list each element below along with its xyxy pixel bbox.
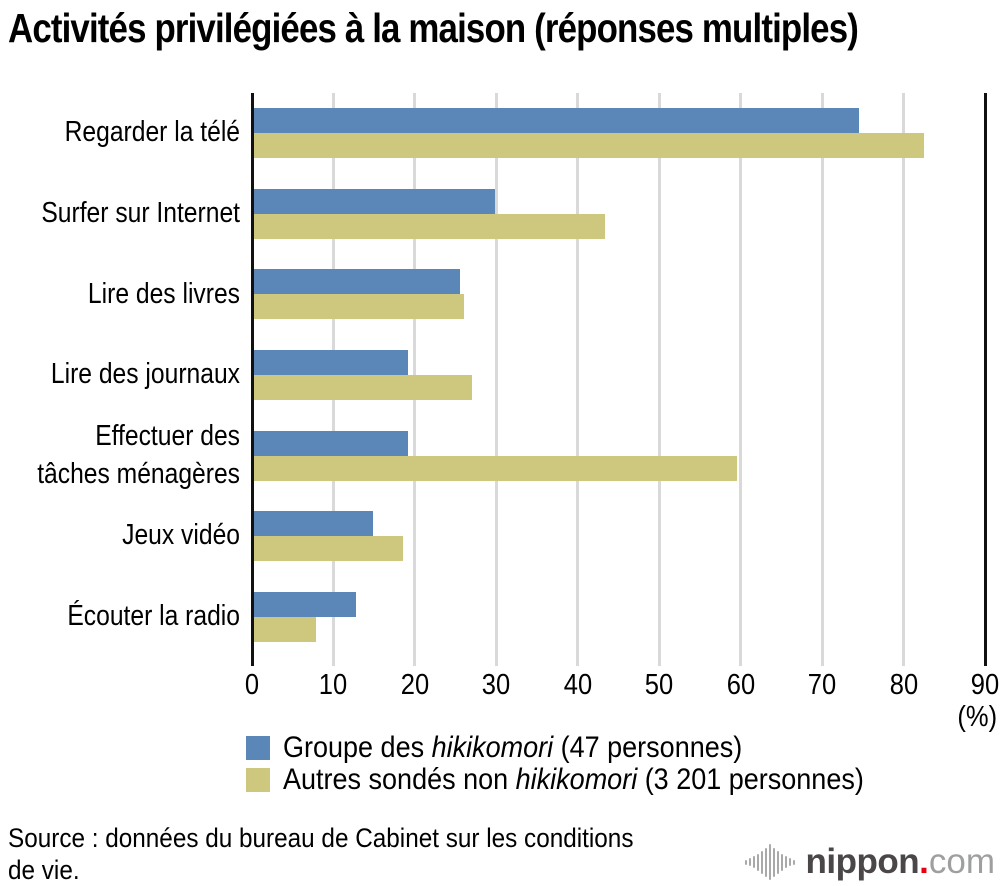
- gridline: [494, 93, 498, 657]
- x-axis-tick-marks: [250, 657, 987, 667]
- logo-wordmark: nippon.com: [806, 842, 995, 882]
- bar-hikikomori: [252, 511, 374, 537]
- tick-mark: [331, 657, 335, 666]
- x-tick-label: 80: [889, 669, 918, 701]
- source-line: de vie.: [8, 855, 80, 886]
- category-label-line: Surfer sur Internet: [41, 197, 240, 229]
- tick-mark: [576, 657, 580, 666]
- bar-hikikomori: [252, 269, 460, 295]
- category-label: Surfer sur Internet: [36, 174, 240, 255]
- source-line: Source : données du bureau de Cabinet su…: [8, 823, 634, 853]
- bar-hikikomori: [252, 108, 859, 134]
- gridline: [657, 93, 661, 657]
- y-axis-category-labels: Regarder la télé Surfer sur Internet Lire …: [0, 93, 240, 657]
- bar-autres: [252, 616, 317, 642]
- tick-mark: [983, 657, 987, 666]
- source-note: Source : données du bureau de Cabinet su…: [8, 822, 633, 886]
- x-axis-tick-labels: 0 10 20 30 40 50 60 70 80 90: [245, 669, 999, 701]
- legend: Groupe des hikikomori (47 personnes) Aut…: [246, 731, 928, 797]
- legend-item-hikikomori: Groupe des hikikomori (47 personnes): [246, 731, 928, 765]
- logo-text-com: com: [928, 842, 995, 881]
- logo-dot: .: [919, 842, 929, 881]
- gridline: [820, 93, 824, 657]
- x-tick-label: 30: [482, 669, 511, 701]
- category-label: Jeux vidéo: [36, 496, 240, 577]
- legend-label-autres: Autres sondés non hikikomori (3 201 pers…: [283, 763, 864, 797]
- plot-area: [250, 93, 987, 657]
- tick-mark: [820, 657, 824, 666]
- category-label: Effectuer des tâches ménagères: [36, 415, 240, 496]
- logo-text-nippon: nippon: [805, 842, 920, 881]
- chart-title: Activités privilégiées à la maison (répo…: [8, 5, 859, 51]
- tick-mark: [250, 657, 254, 666]
- bar-hikikomori: [252, 350, 408, 375]
- legend-text-part: (47 personnes): [553, 731, 743, 764]
- x-axis-unit-label: (%): [957, 701, 997, 733]
- bar-autres: [252, 213, 606, 239]
- legend-swatch-hikikomori: [246, 736, 270, 760]
- x-tick-label: 0: [244, 669, 260, 701]
- category-label-line: Lire des journaux: [50, 358, 241, 391]
- gridline: [902, 93, 906, 657]
- category-label-line: Écouter la radio: [67, 599, 240, 632]
- x-tick-label: 20: [400, 669, 430, 701]
- tick-mark: [657, 657, 661, 666]
- category-label-line: Regarder la télé: [64, 116, 240, 149]
- bar-hikikomori: [252, 188, 495, 214]
- tick-mark: [413, 657, 417, 666]
- gridline: [739, 93, 743, 657]
- category-label: Lire des journaux: [36, 335, 240, 416]
- bar-hikikomori: [252, 430, 408, 456]
- category-label: Lire des livres: [36, 254, 240, 335]
- axis-line: [983, 93, 987, 657]
- category-label-line: Effectuer des: [95, 419, 240, 452]
- x-tick-label: 40: [563, 669, 592, 701]
- soundwave-icon: [744, 844, 797, 880]
- legend-text-part: (3 201 personnes): [637, 763, 864, 796]
- tick-mark: [739, 657, 743, 666]
- x-tick-label: 60: [726, 669, 755, 701]
- legend-swatch-autres: [246, 768, 270, 792]
- bar-autres: [252, 294, 464, 320]
- legend-text-part-italic: hikikomori: [431, 731, 554, 764]
- bar-hikikomori: [252, 591, 357, 617]
- category-label-line: Jeux vidéo: [122, 519, 240, 552]
- bar-autres: [252, 536, 404, 562]
- legend-text-part-italic: hikikomori: [515, 763, 638, 796]
- legend-text-part: Autres sondés non: [283, 763, 516, 796]
- axis-line: [250, 93, 254, 657]
- category-label: Regarder la télé: [36, 93, 240, 174]
- bar-autres: [252, 455, 737, 481]
- bar-autres: [252, 375, 472, 400]
- category-label-line: tâches ménagères: [37, 457, 240, 490]
- bar-autres: [252, 133, 924, 159]
- category-label-line: Lire des livres: [87, 277, 240, 310]
- x-tick-label: 70: [807, 669, 837, 701]
- x-tick-label: 50: [645, 669, 674, 701]
- legend-label-hikikomori: Groupe des hikikomori (47 personnes): [283, 731, 742, 765]
- x-tick-label: 10: [319, 669, 348, 701]
- x-tick-label: 90: [970, 669, 1000, 701]
- tick-mark: [902, 657, 906, 666]
- legend-item-autres: Autres sondés non hikikomori (3 201 pers…: [246, 763, 928, 797]
- legend-text-part: Groupe des: [283, 731, 432, 764]
- tick-mark: [494, 657, 498, 666]
- gridline: [576, 93, 580, 657]
- category-label: Écouter la radio: [36, 576, 240, 657]
- nippon-logo[interactable]: nippon.com: [744, 842, 995, 882]
